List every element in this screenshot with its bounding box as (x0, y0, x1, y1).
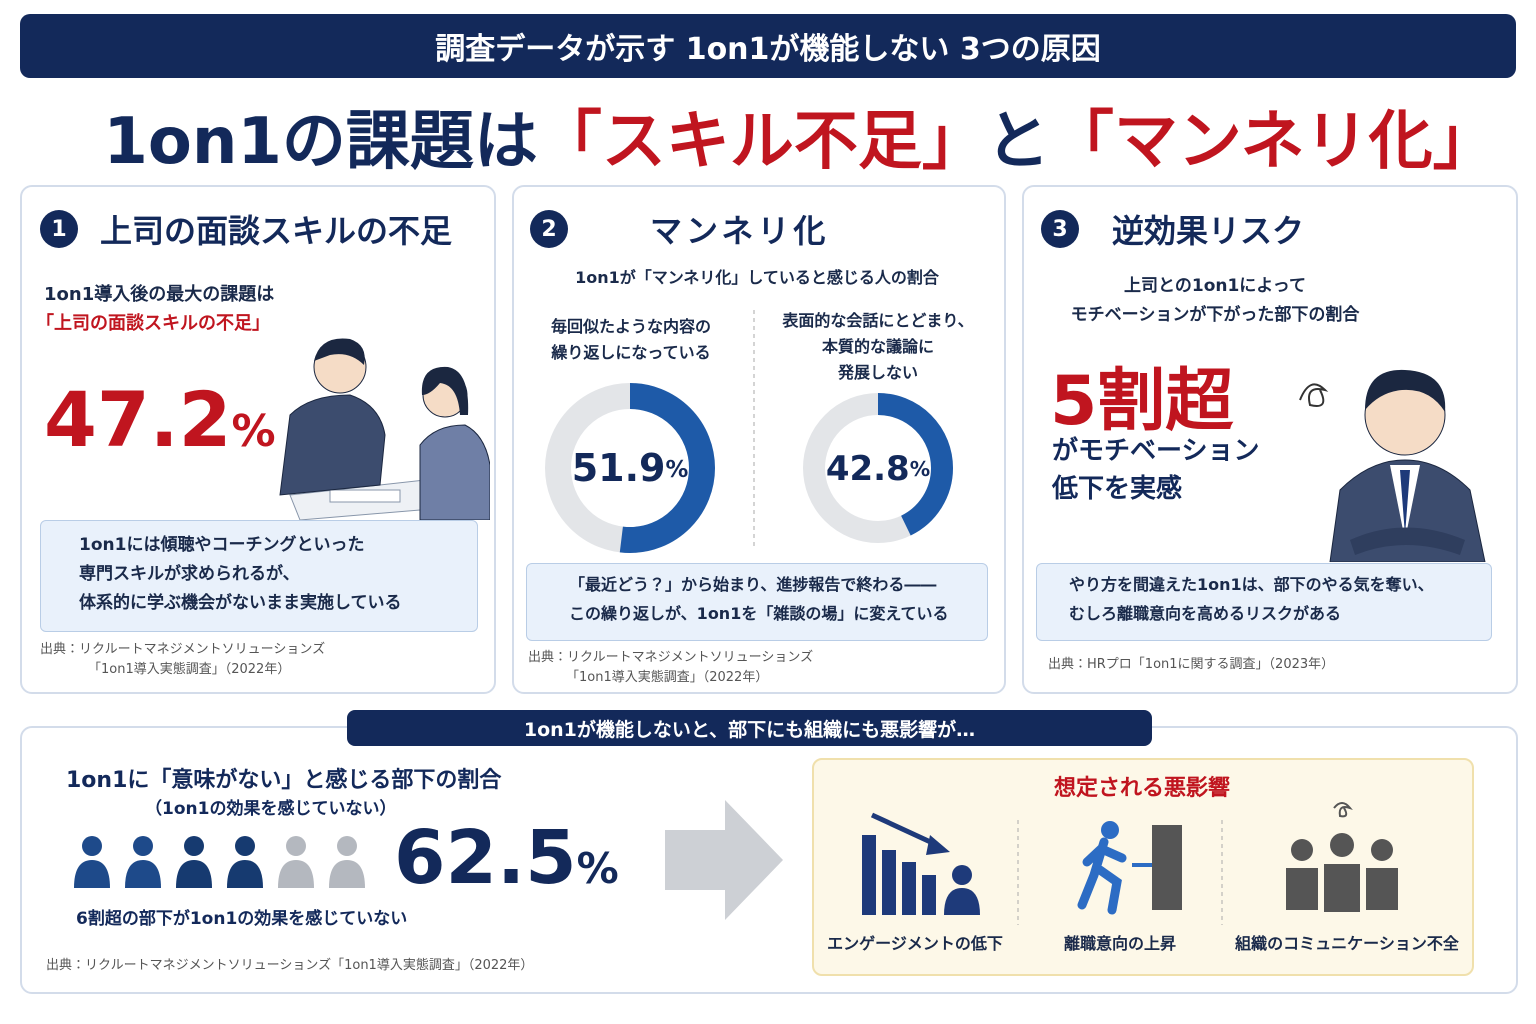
note-line: むしろ離職意向を高めるリスクがある (1069, 604, 1342, 623)
stat: 47.2% (44, 375, 276, 464)
note-line: やり方を間違えた1on1は、部下のやる気を奪い、 (1069, 575, 1434, 594)
label-line: 発展しない (837, 363, 918, 382)
title-part: と (985, 105, 1050, 179)
lead-line: モチベーションが下がった部下の割合 (1070, 305, 1360, 325)
stat: 62.5% (394, 815, 619, 901)
title-part: 「マンネリ化」 (1049, 105, 1497, 179)
effects-title: 想定される悪影響 (1053, 776, 1230, 801)
bottom-heading: 1on1に「意味がない」と感じる部下の割合 (66, 768, 502, 793)
card-number: 3 (1041, 210, 1079, 248)
label-line: 繰り返しになっている (551, 343, 711, 362)
effect-label: 組織のコミュニケーション不全 (1235, 934, 1459, 953)
effects-icons (862, 802, 1398, 925)
caption-line: 低下を実感 (1052, 474, 1183, 504)
note-line: 専門スキルが求められるが、 (79, 564, 300, 584)
card-title: マンネリ化 (650, 212, 830, 250)
source: 出典：HRプロ「1on1に関する調査」（2023年） (1048, 657, 1335, 672)
stat-value: 47.2 (44, 375, 232, 464)
people-icons (74, 836, 365, 888)
donut-label: 毎回似たような内容の 繰り返しになっている (520, 314, 742, 366)
main-title: 1on1の課題は「スキル不足」と「マンネリ化」 (0, 90, 1536, 182)
stat-unit: % (576, 844, 619, 893)
card-lead: 上司との1on1によって モチベーションが下がった部下の割合 (1040, 272, 1390, 330)
bottom-caption: 6割超の部下が1on1の効果を感じていない (76, 909, 408, 929)
arrow (665, 800, 783, 920)
source: 出典：リクルートマネジメントソリューションズ 「1on1導入実態調査」（2022… (40, 640, 325, 680)
donut-value: 42.8% (826, 449, 930, 489)
donut-value: 51.9% (572, 446, 689, 490)
meeting-illustration (279, 338, 490, 520)
title-part: 「スキル不足」 (537, 105, 986, 179)
source-line: 「1on1導入実態調査」（2022年） (88, 662, 291, 677)
donut-unit: % (910, 457, 930, 481)
source: 出典：リクルートマネジメントソリューションズ「1on1導入実態調査」（2022年… (46, 958, 534, 973)
donut-unit: % (665, 457, 688, 483)
note-box: 1on1には傾聴やコーチングといった 専門スキルが求められるが、 体系的に学ぶ機… (40, 520, 478, 632)
big-stat-caption: がモチベーション 低下を実感 (1052, 432, 1259, 508)
top-banner: 調査データが示す 1on1が機能しない 3つの原因 (20, 14, 1516, 78)
stat-unit: % (231, 406, 276, 457)
note-line: 「最近どう？」から始まり、進捗報告で終わる―― (569, 575, 937, 594)
label-line: 本質的な議論に (821, 337, 934, 356)
note-box: 「最近どう？」から始まり、進捗報告で終わる―― この繰り返しが、1on1を「雑談… (526, 563, 988, 641)
label-line: 表面的な会話にとどまり、 (782, 311, 974, 330)
donut-number: 42.8 (826, 449, 910, 489)
card-lead: 1on1導入後の最大の課題は (44, 284, 275, 305)
source: 出典：リクルートマネジメントソリューションズ 「1on1導入実態調査」（2022… (528, 648, 813, 688)
title-part: 1on1の課題は (103, 105, 538, 179)
donut-label: 表面的な会話にとどまり、 本質的な議論に 発展しない (762, 308, 994, 386)
card-number: 1 (40, 210, 78, 248)
big-stat: 5割超 (1050, 362, 1234, 441)
card-title: 上司の面談スキルの不足 (100, 212, 453, 250)
donut-charts: 51.9% 42.8% (545, 310, 953, 553)
note-box: やり方を間違えた1on1は、部下のやる気を奪い、 むしろ離職意向を高めるリスクが… (1036, 563, 1492, 641)
effect-label: 離職意向の上昇 (1063, 934, 1176, 953)
donut-number: 51.9 (572, 446, 666, 490)
lead-line: 上司との1on1によって (1124, 276, 1306, 296)
note-line: 1on1には傾聴やコーチングといった (79, 535, 365, 555)
effect-label: エンゲージメントの低下 (827, 934, 1003, 953)
card-title: 逆効果リスク (1112, 212, 1305, 250)
bottom-subheading: （1on1の効果を感じていない） (145, 799, 397, 819)
caption-line: がモチベーション (1052, 436, 1260, 466)
stat-value: 62.5 (394, 815, 577, 901)
card-highlight: 「上司の面談スキルの不足」 (36, 313, 270, 334)
note-line: 体系的に学ぶ機会がないまま実施している (79, 593, 402, 613)
card-subtitle: 1on1が「マンネリ化」していると感じる人の割合 (575, 268, 939, 287)
donut-arc (545, 383, 715, 553)
card-number: 2 (530, 210, 568, 248)
bottom-banner: 1on1が機能しないと、部下にも組織にも悪影響が… (347, 710, 1152, 746)
worried-illustration (1299, 369, 1486, 562)
source-line: 出典：リクルートマネジメントソリューションズ (528, 650, 814, 665)
source-line: 「1on1導入実態調査」（2022年） (566, 670, 769, 685)
donut-arc (803, 393, 953, 543)
label-line: 毎回似たような内容の (550, 317, 711, 336)
note-line: この繰り返しが、1on1を「雑談の場」に変えている (569, 604, 949, 623)
source-line: 出典：リクルートマネジメントソリューションズ (40, 642, 326, 657)
